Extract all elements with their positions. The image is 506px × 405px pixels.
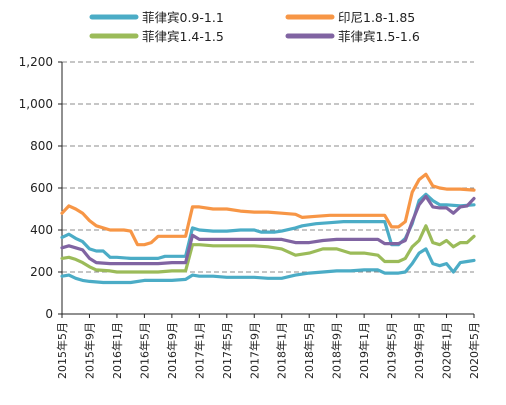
y-tick-label: 800 <box>30 139 53 153</box>
y-tick-label: 400 <box>30 223 53 237</box>
x-tick-label: 2016年1月 <box>110 322 124 379</box>
x-tick-label: 2016年9月 <box>165 322 179 379</box>
series-line <box>60 194 476 266</box>
series-lines <box>60 172 476 285</box>
y-tick-label: 0 <box>45 307 53 321</box>
y-tick-label: 1,200 <box>19 55 53 69</box>
x-tick-label: 2015年9月 <box>82 322 96 379</box>
x-tick-label: 2019年1月 <box>357 322 371 379</box>
axes: 0 200 400 600 800 1,000 1,200 2015年5月 2015年9月 201… <box>19 55 481 379</box>
x-tick-label: 2017年9月 <box>247 322 261 379</box>
x-tick-label: 2018年5月 <box>302 322 316 379</box>
y-tick-label: 600 <box>30 181 53 195</box>
x-tick-label: 2017年1月 <box>192 322 206 379</box>
x-tick-label: 2020年1月 <box>440 322 454 379</box>
legend-label: 印尼1.8-1.85 <box>338 10 415 25</box>
x-tick-label: 2015年5月 <box>55 322 69 379</box>
x-tick-label: 2016年5月 <box>137 322 151 379</box>
x-tick-label: 2018年9月 <box>330 322 344 379</box>
x-tick-label: 2017年5月 <box>220 322 234 379</box>
y-tick-label: 1,000 <box>19 97 53 111</box>
x-tick-label: 2020年5月 <box>467 322 481 379</box>
series-line <box>60 224 476 274</box>
legend-label: 菲律宾0.9-1.1 <box>142 10 224 25</box>
x-tick-label: 2018年1月 <box>275 322 289 379</box>
legend-label: 菲律宾1.4-1.5 <box>142 29 224 44</box>
x-tick-label: 2019年5月 <box>385 322 399 379</box>
series-line <box>60 172 476 247</box>
series-line <box>60 247 476 285</box>
y-tick-label: 200 <box>30 265 53 279</box>
x-tick-label: 2019年9月 <box>412 322 426 379</box>
legend: 菲律宾0.9-1.1 印尼1.8-1.85 菲律宾1.4-1.5 菲律宾1.5-1.6 <box>89 10 420 44</box>
legend-label: 菲律宾1.5-1.6 <box>338 29 420 44</box>
